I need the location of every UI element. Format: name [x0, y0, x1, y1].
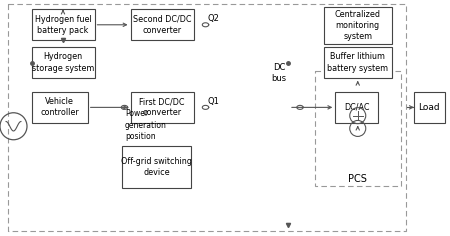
Text: Power
generation
position: Power generation position: [125, 110, 167, 141]
Bar: [32, 9, 94, 40]
Bar: [32, 47, 94, 78]
Text: Centralized
monitoring
system: Centralized monitoring system: [335, 10, 381, 41]
Text: DC
bus: DC bus: [271, 63, 287, 83]
Text: First DC/DC
converter: First DC/DC converter: [139, 97, 185, 118]
Text: DC/AC: DC/AC: [344, 103, 369, 112]
Bar: [130, 92, 194, 123]
Bar: [335, 92, 378, 123]
Text: Buffer lithium
battery system: Buffer lithium battery system: [327, 52, 388, 73]
Text: Q1: Q1: [208, 97, 220, 106]
Text: Hydrogen
storage system: Hydrogen storage system: [32, 52, 94, 73]
Bar: [32, 92, 88, 123]
Bar: [414, 92, 445, 123]
Text: Hydrogen fuel
battery pack: Hydrogen fuel battery pack: [35, 15, 91, 35]
Bar: [8, 4, 406, 231]
Text: Q2: Q2: [208, 14, 220, 23]
Text: Off-grid switching
device: Off-grid switching device: [121, 157, 192, 177]
Bar: [130, 9, 194, 40]
Text: Vehicle
controller: Vehicle controller: [40, 97, 79, 118]
Text: PCS: PCS: [348, 174, 367, 184]
Text: Load: Load: [418, 103, 440, 112]
Bar: [315, 71, 400, 186]
Bar: [122, 146, 191, 188]
Bar: [324, 7, 392, 44]
Text: Second DC/DC
converter: Second DC/DC converter: [133, 15, 191, 35]
Bar: [324, 47, 392, 78]
